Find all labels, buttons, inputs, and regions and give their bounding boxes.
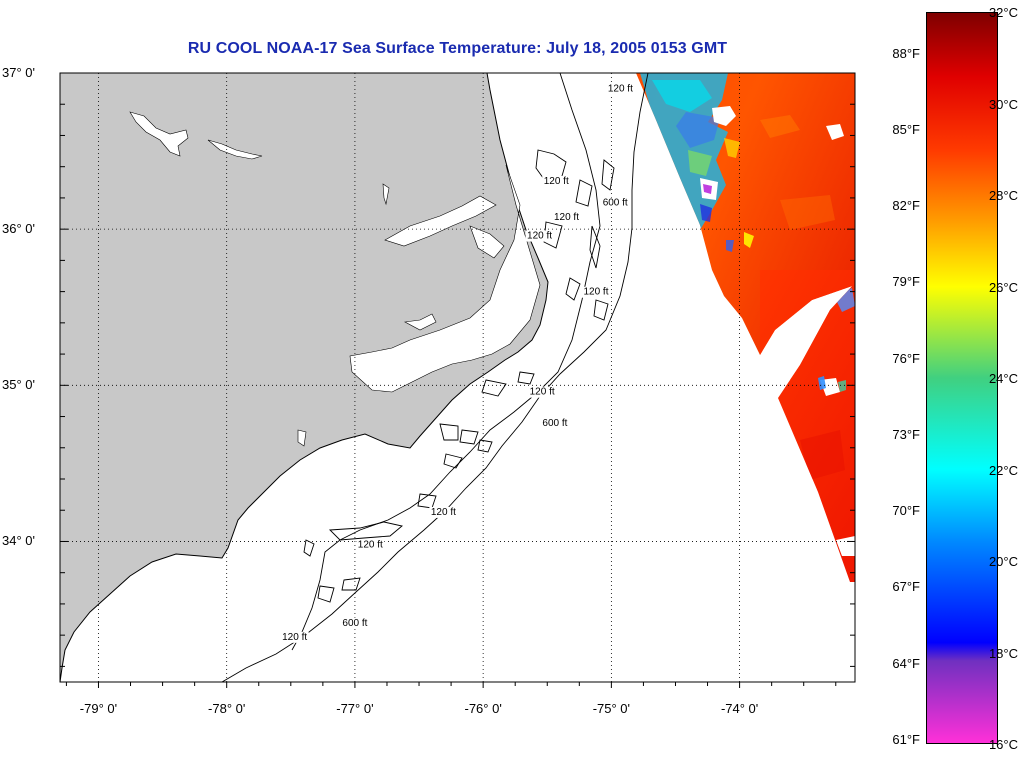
celsius-label: 22°C [988, 462, 1018, 478]
map-frame [59, 72, 856, 683]
lat-tick-label: 34° 0' [2, 533, 35, 549]
celsius-label: 20°C [988, 554, 1018, 569]
contour-label: 120 ft [554, 212, 579, 223]
lon-tick-label: -74° 0' [720, 701, 759, 716]
contour-label: 120 ft [431, 507, 456, 518]
contour-label: 120 ft [527, 231, 552, 242]
fahrenheit-label: 82°F [892, 198, 920, 214]
fahrenheit-label: 76°F [892, 350, 920, 366]
contour-label-bg [542, 175, 571, 187]
contour-label-bg [525, 230, 554, 242]
contour-label-bg [356, 539, 385, 551]
lon-tick-label: -79° 0' [79, 701, 118, 716]
contour-label-bg [528, 386, 557, 398]
lon-tick-label: -75° 0' [592, 701, 631, 716]
contour-label-bg [581, 286, 610, 298]
contour-label: 120 ft [544, 176, 569, 187]
axis-ticks [60, 72, 855, 688]
contour-label: 120 ft [583, 287, 608, 298]
contour-label-bg [429, 506, 458, 518]
fahrenheit-label: 73°F [892, 426, 920, 442]
fahrenheit-label: 61°F [892, 731, 920, 747]
graticule [60, 73, 855, 682]
celsius-label: 18°C [988, 645, 1018, 661]
sounds [129, 111, 541, 447]
celsius-label: 26°C [988, 279, 1018, 295]
contour-label: 120 ft [608, 84, 633, 95]
contour-label-bg [552, 211, 581, 223]
fahrenheit-label: 85°F [892, 121, 920, 137]
lon-tick-label: -77° 0' [336, 701, 374, 716]
contour-label-bg [340, 617, 369, 629]
fahrenheit-label: 70°F [892, 503, 920, 519]
contour-label: 120 ft [282, 632, 307, 643]
contour-label-bg [601, 197, 630, 209]
contour-label-bg [540, 417, 569, 429]
celsius-label: 24°C [988, 371, 1018, 386]
fahrenheit-label: 64°F [892, 655, 920, 671]
contour-label: 600 ft [603, 198, 628, 209]
lon-tick-label: -78° 0' [208, 701, 246, 716]
contour-label-bg [606, 83, 635, 95]
contour-label: 120 ft [530, 387, 555, 398]
map-title: RU COOL NOAA-17 Sea Surface Temperature:… [187, 40, 728, 57]
depth-contours [221, 73, 649, 682]
contour-label: 600 ft [542, 418, 567, 429]
colorbar [926, 12, 998, 744]
lon-tick-label: -76° 0' [464, 701, 502, 716]
sst-swath [636, 73, 855, 582]
celsius-label: 30°C [988, 96, 1018, 112]
contour-label: 120 ft [358, 540, 383, 551]
fahrenheit-label: 67°F [892, 579, 920, 595]
lat-tick-label: 35° 0' [2, 377, 35, 393]
celsius-label: 32°C [988, 5, 1018, 20]
contour-label: 600 ft [342, 618, 367, 629]
celsius-label: 28°C [988, 188, 1018, 203]
contour-label-bg [280, 631, 309, 643]
lat-tick-label: 36° 0' [2, 221, 35, 237]
celsius-label: 16°C [988, 737, 1018, 752]
lat-tick-label: 37° 0' [2, 65, 35, 80]
fahrenheit-label: 88°F [892, 45, 920, 61]
fahrenheit-label: 79°F [892, 274, 920, 290]
